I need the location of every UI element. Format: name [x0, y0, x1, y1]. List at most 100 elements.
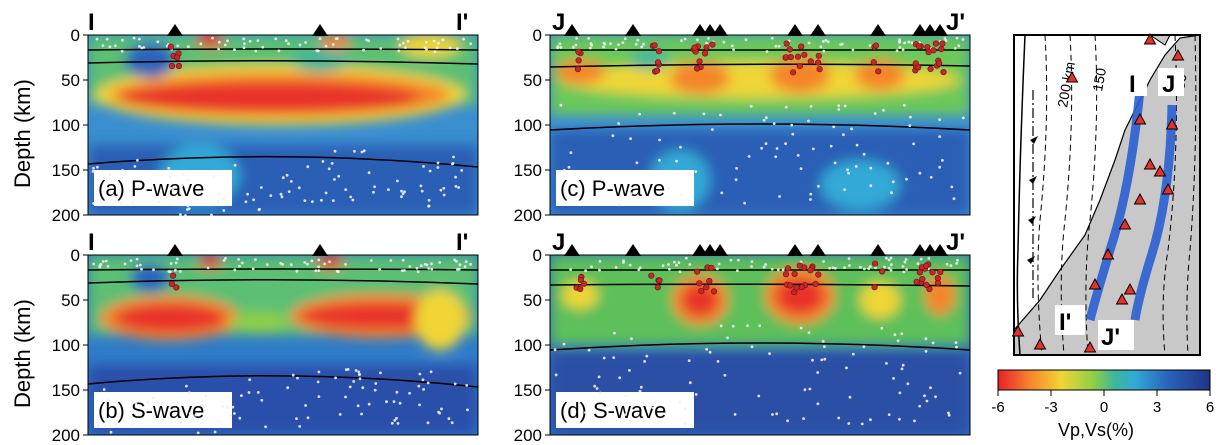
seismic-event-dot: [944, 39, 948, 42]
seismic-event-dot: [92, 166, 95, 170]
seismic-event-dot: [373, 185, 376, 189]
seismic-event-dot: [416, 270, 420, 274]
seismic-event-dot: [758, 324, 762, 328]
earthquake-dot: [167, 43, 174, 50]
volcano-icon: [1123, 282, 1137, 295]
depth-tick-label: 0: [533, 246, 542, 265]
seismic-event-dot: [420, 189, 424, 193]
seismic-event-dot: [429, 370, 433, 374]
seismic-event-dot: [259, 186, 263, 189]
seismic-event-dot: [732, 48, 735, 52]
seismic-event-dot: [731, 324, 735, 328]
depth-tick-label: 200: [52, 426, 80, 445]
earthquake-dot: [654, 284, 661, 291]
seismic-event-dot: [746, 324, 749, 327]
seismic-event-dot: [240, 261, 244, 265]
seismic-event-dot: [419, 264, 423, 268]
seismic-event-dot: [597, 375, 601, 379]
seismic-event-dot: [152, 268, 155, 272]
seismic-event-dot: [619, 404, 623, 408]
seismic-event-dot: [941, 159, 944, 162]
seismic-event-dot: [617, 203, 621, 207]
seismic-event-dot: [456, 47, 459, 51]
seismic-event-dot: [289, 263, 293, 267]
seismic-event-dot: [961, 116, 965, 120]
volcano-icon: [1118, 217, 1132, 230]
seismic-event-dot: [628, 369, 631, 372]
seismic-event-dot: [705, 42, 708, 45]
seismic-event-dot: [157, 200, 161, 204]
earthquake-dot: [693, 268, 701, 275]
seismic-event-dot: [743, 201, 746, 205]
seismic-event-dot: [590, 265, 593, 269]
seismic-event-dot: [636, 38, 640, 42]
seismic-event-dot: [584, 269, 587, 273]
seismic-event-dot: [938, 118, 942, 122]
seismic-event-dot: [373, 388, 377, 392]
earthquake-dot: [794, 53, 802, 60]
seismic-event-dot: [919, 257, 923, 261]
seismic-event-dot: [317, 269, 321, 272]
seismic-event-dot: [136, 158, 139, 162]
map-label-I-prime: I': [1059, 309, 1071, 336]
volcano-icon: [1083, 340, 1097, 353]
earthquake-dot: [174, 54, 181, 61]
map-volcanoes: [1011, 32, 1185, 353]
seismic-event-dot: [284, 39, 288, 43]
seismic-event-dot: [796, 154, 800, 157]
seismic-event-dot: [458, 263, 462, 267]
contour-label-150: 150: [1089, 67, 1109, 93]
seismic-event-dot: [264, 425, 267, 429]
y-axis-label-top: Depth (km): [10, 79, 35, 188]
seismic-event-dot: [867, 267, 871, 271]
section-start-label-b: I: [88, 229, 95, 256]
seismic-event-dot: [422, 388, 425, 391]
volcano-marker: [312, 244, 328, 256]
seismic-event-dot: [403, 269, 406, 272]
seismic-event-dot: [863, 267, 866, 271]
seismic-event-dot: [156, 40, 160, 44]
seismic-event-dot: [768, 352, 771, 355]
seismic-event-dot: [873, 112, 877, 115]
seismic-event-dot: [777, 44, 781, 48]
seismic-event-dot: [618, 376, 622, 380]
seismic-event-dot: [432, 39, 436, 43]
seismic-event-dot: [247, 391, 251, 394]
seismic-event-dot: [675, 263, 678, 267]
seismic-event-dot: [854, 165, 858, 168]
seismic-event-dot: [602, 41, 606, 45]
earthquake-dot: [709, 41, 716, 48]
seismic-event-dot: [138, 45, 141, 48]
seismic-event-dot: [231, 405, 235, 409]
seismic-event-dot: [218, 192, 221, 196]
colorbar-tick-label: 0: [1100, 399, 1108, 416]
seismic-event-dot: [91, 170, 95, 173]
seismic-event-dot: [638, 389, 642, 393]
seismic-event-dot: [304, 404, 307, 407]
seismic-event-dot: [296, 376, 299, 380]
seismic-event-dot: [869, 418, 872, 422]
seismic-event-dot: [107, 398, 111, 402]
seismic-event-dot: [790, 123, 794, 127]
seismic-event-dot: [889, 268, 893, 272]
seismic-event-dot: [289, 180, 293, 183]
seismic-event-dot: [679, 193, 683, 197]
seismic-event-dot: [221, 197, 225, 201]
seismic-event-dot: [246, 192, 250, 196]
seismicity-dots: [91, 36, 965, 435]
seismic-event-dot: [889, 263, 893, 267]
seismic-event-dot: [240, 394, 243, 397]
seismic-event-dot: [641, 400, 645, 404]
seismic-event-dot: [385, 400, 388, 404]
seismic-event-dot: [361, 386, 365, 390]
panel-label-b: (b) S-wave: [98, 398, 204, 423]
seismic-event-dot: [688, 381, 692, 385]
seismic-event-dot: [614, 47, 618, 51]
seismic-event-dot: [744, 38, 748, 42]
volcano-marker: [870, 24, 886, 36]
seismic-event-dot: [574, 43, 578, 47]
seismic-event-dot: [822, 260, 825, 263]
depth-tick-label: 50: [523, 291, 542, 310]
seismic-event-dot: [396, 37, 400, 41]
